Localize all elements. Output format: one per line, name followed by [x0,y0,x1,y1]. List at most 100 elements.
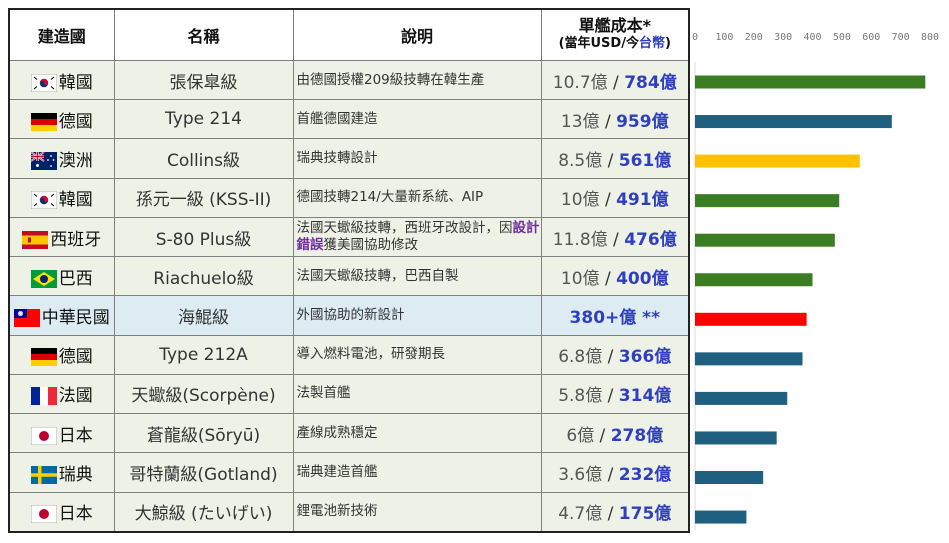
description-text: 瑞典建造首艦 [296,463,378,480]
cost-usd: 8.5億 [558,151,603,172]
cost-twd: 380+億 ** [569,308,660,329]
x-tick-label: 0 [692,32,698,43]
cost-cell: 10億 / 491億 [540,177,690,218]
country-name: 日本 [58,504,93,525]
table-row: 法國 天蠍級(Scorpène) 法製首艦 5.8億 / 314億 [8,373,690,415]
japan-flag-icon [30,426,57,445]
submarine-name: 蒼龍級(Sōryū) [113,413,294,454]
cost-cell: 6.8億 / 366億 [540,334,690,375]
cost-twd: 366億 [618,347,672,368]
submarine-name: Riachuelo級 [113,256,294,297]
germany-flag-icon [30,348,57,367]
description-text: 法國天蠍級技轉，巴西自製 [296,267,459,284]
description-text-cont: 獲美國協助修改 [323,237,419,254]
x-tick-label: 200 [745,32,763,43]
country-cell: 德國 [8,99,115,140]
country-cell: 韓國 [8,59,115,101]
bar [695,115,892,129]
australia-flag-icon [30,152,57,171]
submarine-name: 張保皐級 [113,59,294,101]
country-name: 澳洲 [58,151,93,172]
description-cell: 鋰電池新技術 [292,491,542,533]
cost-twd: 314億 [618,386,672,407]
country-cell: 韓國 [8,177,115,218]
header-cost-sub: (當年USD/今台幣) [542,35,688,53]
sweden-flag-icon [30,465,57,484]
country-name: 西班牙 [50,229,102,250]
cost-twd: 784億 [624,72,677,93]
x-tick-label: 500 [833,32,851,43]
taiwan-flag-icon [13,309,40,328]
x-tick-label: 800 [921,32,939,43]
description-highlight: 設計錯誤 [296,220,540,254]
submarine-name: 海鯤級 [113,295,294,336]
description-text: 外國協助的新設計 [296,307,405,324]
korea-flag-icon [30,191,57,210]
country-cell: 西班牙 [8,216,115,258]
bar [695,431,777,445]
bar [695,312,807,326]
submarine-name: 大鯨級 (たいげい) [113,491,294,533]
table-row: 澳洲 Collins級 瑞典技轉設計 8.5億 / 561億 [8,138,690,179]
bar [695,391,788,405]
cost-cell: 10.7億 / 784億 [540,59,690,101]
table-row: 韓國 孫元一級 (KSS-II) 德國技轉214/大量新系統、AIP 10億 / 49… [8,177,690,218]
cost-cell: 6億 / 278億 [540,413,690,454]
country-cell: 澳洲 [8,138,115,179]
country-name: 德國 [58,111,93,132]
bar [695,75,926,89]
description-text: 首艦德國建造 [296,110,378,127]
description-cell: 德國技轉214/大量新系統、AIP [292,177,542,218]
header-cost: 單艦成本* (當年USD/今台幣) [540,8,690,61]
submarine-name: 哥特蘭級(Gotland) [113,452,294,493]
table-row: 瑞典 哥特蘭級(Gotland) 瑞典建造首艦 3.6億 / 232億 [8,452,690,493]
cost-cell: 10億 / 400億 [540,256,690,297]
cost-table: 建造國 名稱 說明 單艦成本* (當年USD/今台幣) 韓國 張保皐級 由德國授權2… [8,8,690,533]
table-row: 韓國 張保皐級 由德國授權209級技轉在韓生產 10.7億 / 784億 [8,59,690,101]
header-name: 名稱 [113,8,294,61]
description-text: 導入燃料電池，研發期長 [296,346,446,363]
description-cell: 首艦德國建造 [292,99,542,140]
x-tick-label: 700 [892,32,910,43]
header-description: 說明 [292,8,542,61]
cost-usd: 11.8億 [552,229,608,250]
cost-usd: 6億 [566,425,595,446]
description-text: 德國技轉214/大量新系統、AIP [296,189,484,206]
bar [695,233,835,247]
bar [695,273,813,287]
country-name: 法國 [58,386,93,407]
description-text: 產線成熟穩定 [296,424,378,441]
country-cell: 中華民國 [8,295,115,336]
cost-cell: 11.8億 / 476億 [540,216,690,258]
brazil-flag-icon [30,269,57,288]
x-tick-label: 600 [862,32,880,43]
description-cell: 瑞典技轉設計 [292,138,542,179]
country-name: 韓國 [58,190,93,211]
country-name: 韓國 [58,72,93,93]
table-row: 日本 大鯨級 (たいげい) 鋰電池新技術 4.7億 / 175億 [8,491,690,533]
country-cell: 巴西 [8,256,115,297]
cost-twd: 491億 [616,190,669,211]
cost-usd: 4.7億 [558,504,603,525]
header-cost-sub-prefix: (當年USD/今 [558,36,639,51]
bar [695,194,840,208]
submarine-name: Type 212A [113,334,294,375]
description-cell: 外國協助的新設計 [292,295,542,336]
table-row: 西班牙 S-80 Plus級 法國天蠍級技轉，西班牙改設計，因設計錯誤獲美國協助修改… [8,216,690,258]
france-flag-icon [30,387,57,406]
header-cost-sub-suffix: ) [664,36,671,51]
bar [695,471,764,484]
cost-twd: 400億 [616,268,669,289]
description-cell: 瑞典建造首艦 [292,452,542,493]
country-cell: 日本 [8,413,115,454]
spain-flag-icon [22,230,49,249]
country-cell: 日本 [8,491,115,533]
table-row: 德國 Type 212A 導入燃料電池，研發期長 6.8億 / 366億 [8,334,690,375]
x-tick-label: 400 [803,32,821,43]
cost-bar-chart: 0 100 200 300 400 500 600 700 800 [692,32,939,530]
description-text: 法製首艦 [296,385,351,402]
submarine-name: Type 214 [113,99,294,140]
description-cell: 由德國授權209級技轉在韓生產 [292,59,542,101]
description-text: 鋰電池新技術 [296,503,378,520]
country-name: 瑞典 [58,464,93,485]
